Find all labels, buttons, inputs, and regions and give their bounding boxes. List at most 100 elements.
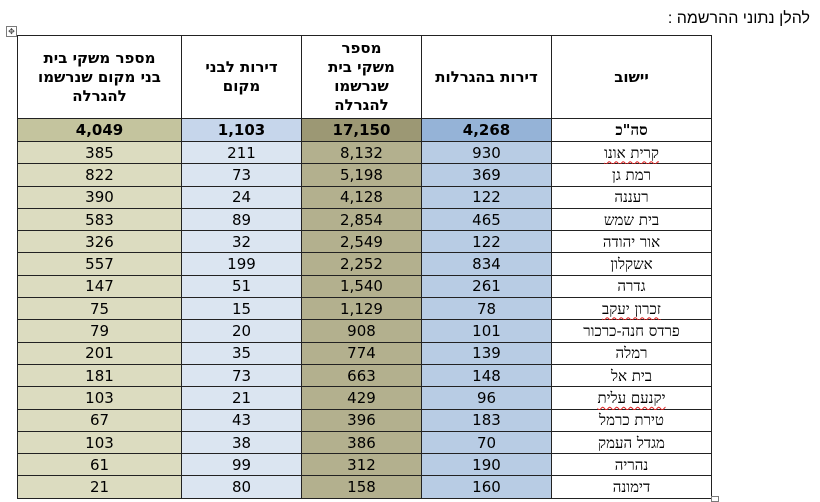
settlement-name: רמת גן (612, 165, 651, 184)
table-row: בית אל 148 663 73 181 (17, 363, 712, 388)
row-lottery-units: 122 (421, 230, 552, 254)
header-local-units: דירות לבני מקום (181, 35, 302, 119)
row-local-registered-households: 67 (17, 408, 182, 432)
settlement-name: קרית אונו (604, 143, 659, 162)
total-local-units: 1,103 (181, 118, 302, 142)
row-registered-households: 8,132 (301, 140, 422, 165)
settlement-name: נהריה (614, 455, 649, 474)
row-settlement: בית אל (551, 363, 712, 388)
table-row: מגדל העמק 70 386 38 103 (17, 430, 712, 455)
row-local-registered-households: 21 (17, 475, 182, 499)
settlement-name: בית אל (610, 366, 653, 385)
table-row: נהריה 190 312 99 61 (17, 453, 712, 477)
row-local-registered-households: 822 (17, 163, 182, 187)
row-lottery-units: 160 (421, 475, 552, 499)
row-registered-households: 2,549 (301, 230, 422, 254)
row-lottery-units: 70 (421, 430, 552, 455)
row-local-units: 80 (181, 475, 302, 499)
settlement-name: דימונה (612, 478, 651, 497)
row-lottery-units: 190 (421, 453, 552, 477)
row-registered-households: 5,198 (301, 163, 422, 187)
table-row: יקנעם עלית 96 429 21 103 (17, 386, 712, 410)
row-local-registered-households: 326 (17, 230, 182, 254)
table-row: אשקלון 834 2,252 199 557 (17, 252, 712, 276)
row-lottery-units: 183 (421, 408, 552, 432)
row-local-units: 21 (181, 386, 302, 410)
row-local-units: 24 (181, 185, 302, 209)
row-registered-households: 908 (301, 319, 422, 343)
row-settlement: בית שמש (551, 207, 712, 232)
total-registered-households: 17,150 (301, 118, 422, 142)
row-local-registered-households: 75 (17, 297, 182, 321)
settlement-name: יקנעם עלית (597, 388, 666, 407)
settlement-name: גדרה (617, 277, 646, 296)
row-lottery-units: 96 (421, 386, 552, 410)
table-row: אור יהודה 122 2,549 32 326 (17, 230, 712, 254)
row-settlement: רעננה (551, 185, 712, 209)
table-row: דימונה 160 158 80 21 (17, 475, 712, 499)
row-registered-households: 429 (301, 386, 422, 410)
row-registered-households: 386 (301, 430, 422, 455)
row-local-units: 89 (181, 207, 302, 232)
row-local-registered-households: 390 (17, 185, 182, 209)
table-row: רעננה 122 4,128 24 390 (17, 185, 712, 209)
table-row: קרית אונו 930 8,132 211 385 (17, 140, 712, 165)
row-local-units: 20 (181, 319, 302, 343)
table-row: רמלה 139 774 35 201 (17, 341, 712, 365)
row-registered-households: 396 (301, 408, 422, 432)
row-local-registered-households: 103 (17, 430, 182, 455)
row-local-units: 73 (181, 363, 302, 388)
row-lottery-units: 78 (421, 297, 552, 321)
row-local-registered-households: 557 (17, 252, 182, 276)
row-settlement: רמלה (551, 341, 712, 365)
row-local-units: 199 (181, 252, 302, 276)
header-lottery-units: דירות בהגרלות (421, 35, 552, 119)
row-lottery-units: 122 (421, 185, 552, 209)
row-registered-households: 2,854 (301, 207, 422, 232)
row-lottery-units: 148 (421, 363, 552, 388)
row-registered-households: 312 (301, 453, 422, 477)
row-lottery-units: 261 (421, 274, 552, 299)
row-local-units: 15 (181, 297, 302, 321)
table-row: פרדס חנה-כרכור 101 908 20 79 (17, 319, 712, 343)
row-local-units: 32 (181, 230, 302, 254)
row-settlement: טירת כרמל (551, 408, 712, 432)
table-resize-handle[interactable] (711, 496, 719, 502)
row-settlement: קרית אונו (551, 140, 712, 165)
row-registered-households: 2,252 (301, 252, 422, 276)
row-registered-households: 663 (301, 363, 422, 388)
settlement-name: מגדל העמק (598, 433, 665, 452)
table-move-handle-icon[interactable]: ✥ (6, 26, 17, 37)
table-header-row: יישוב דירות בהגרלות מספר משקי בית שנרשמו… (17, 35, 712, 119)
row-local-registered-households: 61 (17, 453, 182, 477)
row-settlement: אור יהודה (551, 230, 712, 254)
table-row: גדרה 261 1,540 51 147 (17, 274, 712, 299)
row-local-registered-households: 79 (17, 319, 182, 343)
row-local-units: 73 (181, 163, 302, 187)
table-row: זכרון יעקב 78 1,129 15 75 (17, 297, 712, 321)
settlement-name: זכרון יעקב (602, 299, 661, 318)
row-registered-households: 158 (301, 475, 422, 499)
row-lottery-units: 369 (421, 163, 552, 187)
total-settlement: סה"כ (551, 118, 712, 142)
settlement-name: בית שמש (603, 210, 660, 229)
row-local-units: 51 (181, 274, 302, 299)
total-row: סה"כ 4,268 17,150 1,103 4,049 (17, 118, 712, 142)
settlement-name: אור יהודה (602, 232, 661, 251)
row-local-units: 43 (181, 408, 302, 432)
row-local-registered-households: 201 (17, 341, 182, 365)
row-local-registered-households: 103 (17, 386, 182, 410)
row-lottery-units: 139 (421, 341, 552, 365)
table-row: טירת כרמל 183 396 43 67 (17, 408, 712, 432)
row-registered-households: 1,129 (301, 297, 422, 321)
row-settlement: דימונה (551, 475, 712, 499)
table-row: רמת גן 369 5,198 73 822 (17, 163, 712, 187)
row-lottery-units: 465 (421, 207, 552, 232)
row-settlement: זכרון יעקב (551, 297, 712, 321)
row-local-registered-households: 385 (17, 140, 182, 165)
header-settlement: יישוב (551, 35, 712, 119)
settlement-name: רמלה (615, 344, 648, 363)
row-local-registered-households: 583 (17, 207, 182, 232)
header-registered-households: מספר משקי בית שנרשמו להגרלה (301, 35, 422, 119)
settlement-name: רעננה (614, 188, 649, 207)
